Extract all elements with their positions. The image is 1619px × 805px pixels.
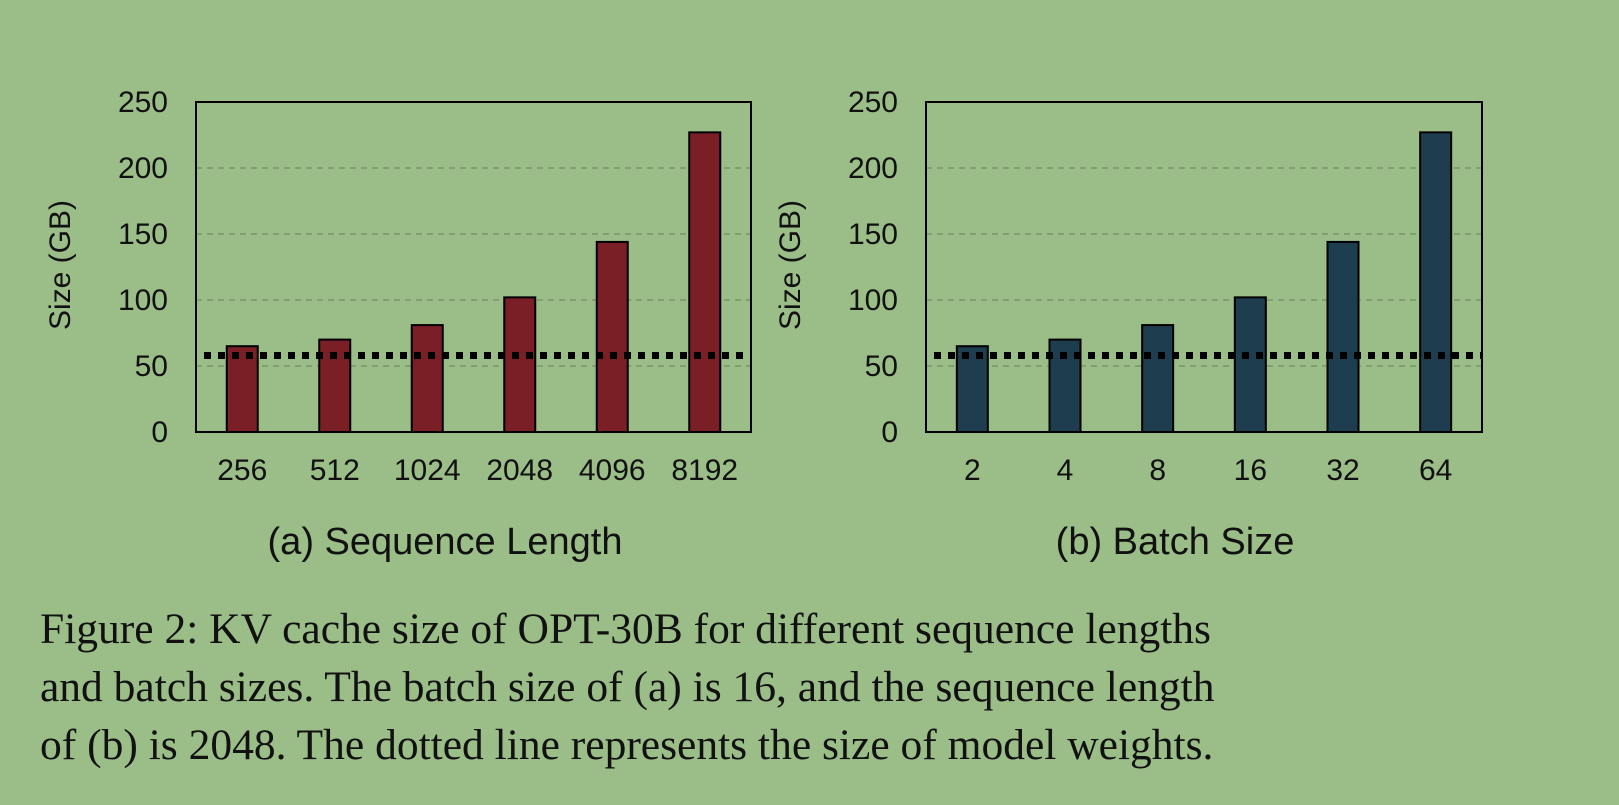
bar <box>1141 324 1175 433</box>
bar <box>1326 240 1360 433</box>
x-tick-label: 512 <box>310 454 360 487</box>
y-tick-label: 0 <box>881 416 898 449</box>
x-tick-label: 2048 <box>486 454 553 487</box>
x-tick-label: 256 <box>217 454 267 487</box>
caption-line: of (b) is 2048. The dotted line represen… <box>40 721 1214 769</box>
y-axis-title: Size (GB) <box>774 200 807 330</box>
y-tick-label: 100 <box>848 284 898 317</box>
caption-line: and batch sizes. The batch size of (a) i… <box>40 663 1215 711</box>
bar <box>503 296 537 433</box>
x-tick-label: 4 <box>1057 454 1074 487</box>
bar <box>225 345 259 434</box>
y-tick-label: 200 <box>848 152 898 185</box>
caption-line: Figure 2: KV cache size of OPT-30B for d… <box>40 605 1211 653</box>
figure-caption: Figure 2: KV cache size of OPT-30B for d… <box>40 600 1600 774</box>
bar <box>410 324 444 433</box>
y-tick-label: 50 <box>135 350 168 383</box>
y-tick-label: 100 <box>118 284 168 317</box>
chart-batch-size: (b) Batch Size 0 50 100 150 200 250 2 4 8 16 32 64 S… <box>774 86 1483 563</box>
x-tick-label: 64 <box>1419 454 1452 487</box>
subcaption-a: (a) Sequence Length <box>268 521 623 563</box>
bar <box>688 131 722 434</box>
x-tick-label: 32 <box>1326 454 1359 487</box>
bar <box>955 345 989 434</box>
x-tick-label: 2 <box>964 454 981 487</box>
y-tick-label: 250 <box>118 86 168 119</box>
chart-sequence-length: (a) Sequence Length 0 50 100 150 200 250 256 51… <box>44 86 752 563</box>
bar <box>1419 131 1453 434</box>
x-tick-label: 8192 <box>671 454 738 487</box>
y-tick-label: 0 <box>151 416 168 449</box>
x-tick-label: 8 <box>1149 454 1166 487</box>
bar <box>1233 296 1267 433</box>
plot-frame <box>925 101 1483 433</box>
y-tick-label: 50 <box>865 350 898 383</box>
y-tick-label: 150 <box>118 218 168 251</box>
bar <box>595 240 629 433</box>
y-tick-label: 200 <box>118 152 168 185</box>
x-tick-label: 4096 <box>579 454 646 487</box>
plot-frame <box>195 101 752 433</box>
y-tick-label: 150 <box>848 218 898 251</box>
x-tick-label: 1024 <box>394 454 461 487</box>
y-tick-label: 250 <box>848 86 898 119</box>
subcaption-b: (b) Batch Size <box>1056 521 1295 563</box>
x-tick-label: 16 <box>1234 454 1267 487</box>
y-axis-title: Size (GB) <box>44 200 77 330</box>
